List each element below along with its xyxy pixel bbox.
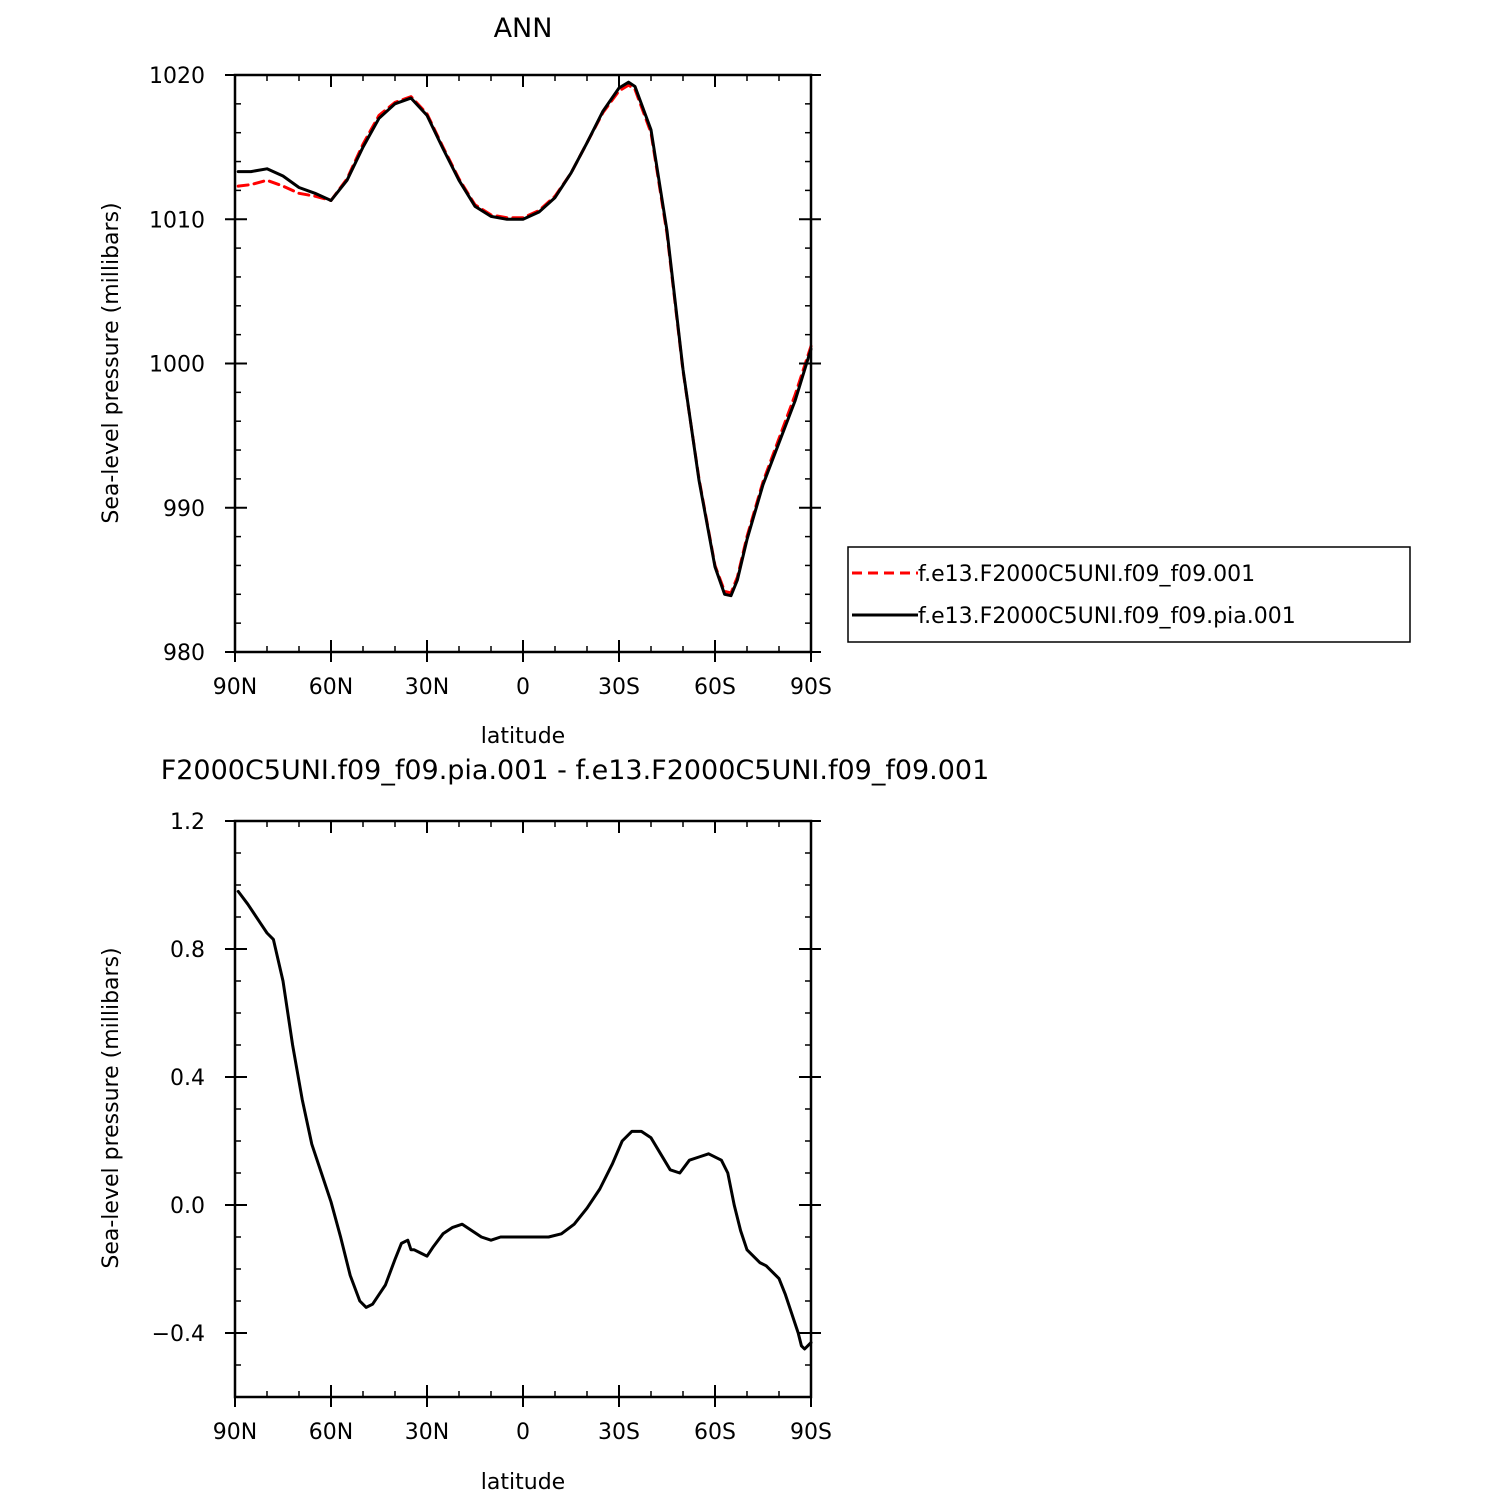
x-tick-label: 90N (213, 675, 257, 700)
y-tick-label: 0.0 (170, 1194, 205, 1219)
panel-2-series-1-line (236, 889, 813, 1351)
x-tick-label: 60N (309, 1420, 353, 1445)
y-tick-label: 1020 (149, 64, 205, 89)
bottom-ylabel: Sea-level pressure (millibars) (99, 947, 124, 1268)
x-tick-label: 90S (790, 675, 832, 700)
legend-label-series-2: f.e13.F2000C5UNI.f09_f09.pia.001 (918, 604, 1296, 629)
bottom-xlabel: latitude (481, 1470, 565, 1495)
y-tick-label: 980 (163, 641, 205, 666)
x-tick-label: 0 (516, 675, 530, 700)
panel-1-series-2-line (236, 80, 813, 598)
legend: f.e13.F2000C5UNI.f09_f09.001 f.e13.F2000… (847, 546, 1411, 643)
x-tick-label: 30N (405, 1420, 449, 1445)
top-ylabel: Sea-level pressure (millibars) (99, 202, 124, 523)
x-tick-label: 60N (309, 675, 353, 700)
y-tick-label: 990 (163, 497, 205, 522)
bottom-plot-frame (233, 819, 813, 1399)
top-xlabel: latitude (481, 724, 565, 749)
bottom-title: F2000C5UNI.f09_f09.pia.001 - f.e13.F2000… (161, 755, 990, 786)
top-title: ANN (494, 13, 553, 44)
x-tick-label: 90N (213, 1420, 257, 1445)
x-tick-label: 30S (598, 1420, 640, 1445)
x-tick-label: 30S (598, 675, 640, 700)
legend-label-series-1: f.e13.F2000C5UNI.f09_f09.001 (918, 562, 1255, 587)
y-tick-label: 1010 (149, 208, 205, 233)
bottom-panel: F2000C5UNI.f09_f09.pia.001 - f.e13.F2000… (99, 755, 989, 1495)
y-tick-label: −0.4 (152, 1322, 205, 1347)
y-tick-label: 0.4 (170, 1066, 205, 1091)
x-tick-label: 60S (694, 1420, 736, 1445)
x-tick-label: 60S (694, 675, 736, 700)
x-tick-label: 30N (405, 675, 449, 700)
y-tick-label: 1.2 (170, 810, 205, 835)
top-plot-frame (233, 73, 813, 654)
bottom-plot-area: 90N 60N 30N 0 30S 60S 90S −0.4 0.0 0.4 0.8 1.2 (152, 810, 832, 1445)
y-tick-label: 0.8 (170, 938, 205, 963)
top-panel: ANN Sea-level pressure (millibars) latit… (99, 13, 1411, 749)
top-plot-area: 90N 60N 30N 0 30S 60S 90S 980 990 1000 1010 1020 (149, 64, 832, 700)
panel-1-series-1-line (236, 83, 813, 595)
y-tick-label: 1000 (149, 353, 205, 378)
x-tick-label: 90S (790, 1420, 832, 1445)
x-tick-label: 0 (516, 1420, 530, 1445)
legend-box (847, 546, 1411, 643)
